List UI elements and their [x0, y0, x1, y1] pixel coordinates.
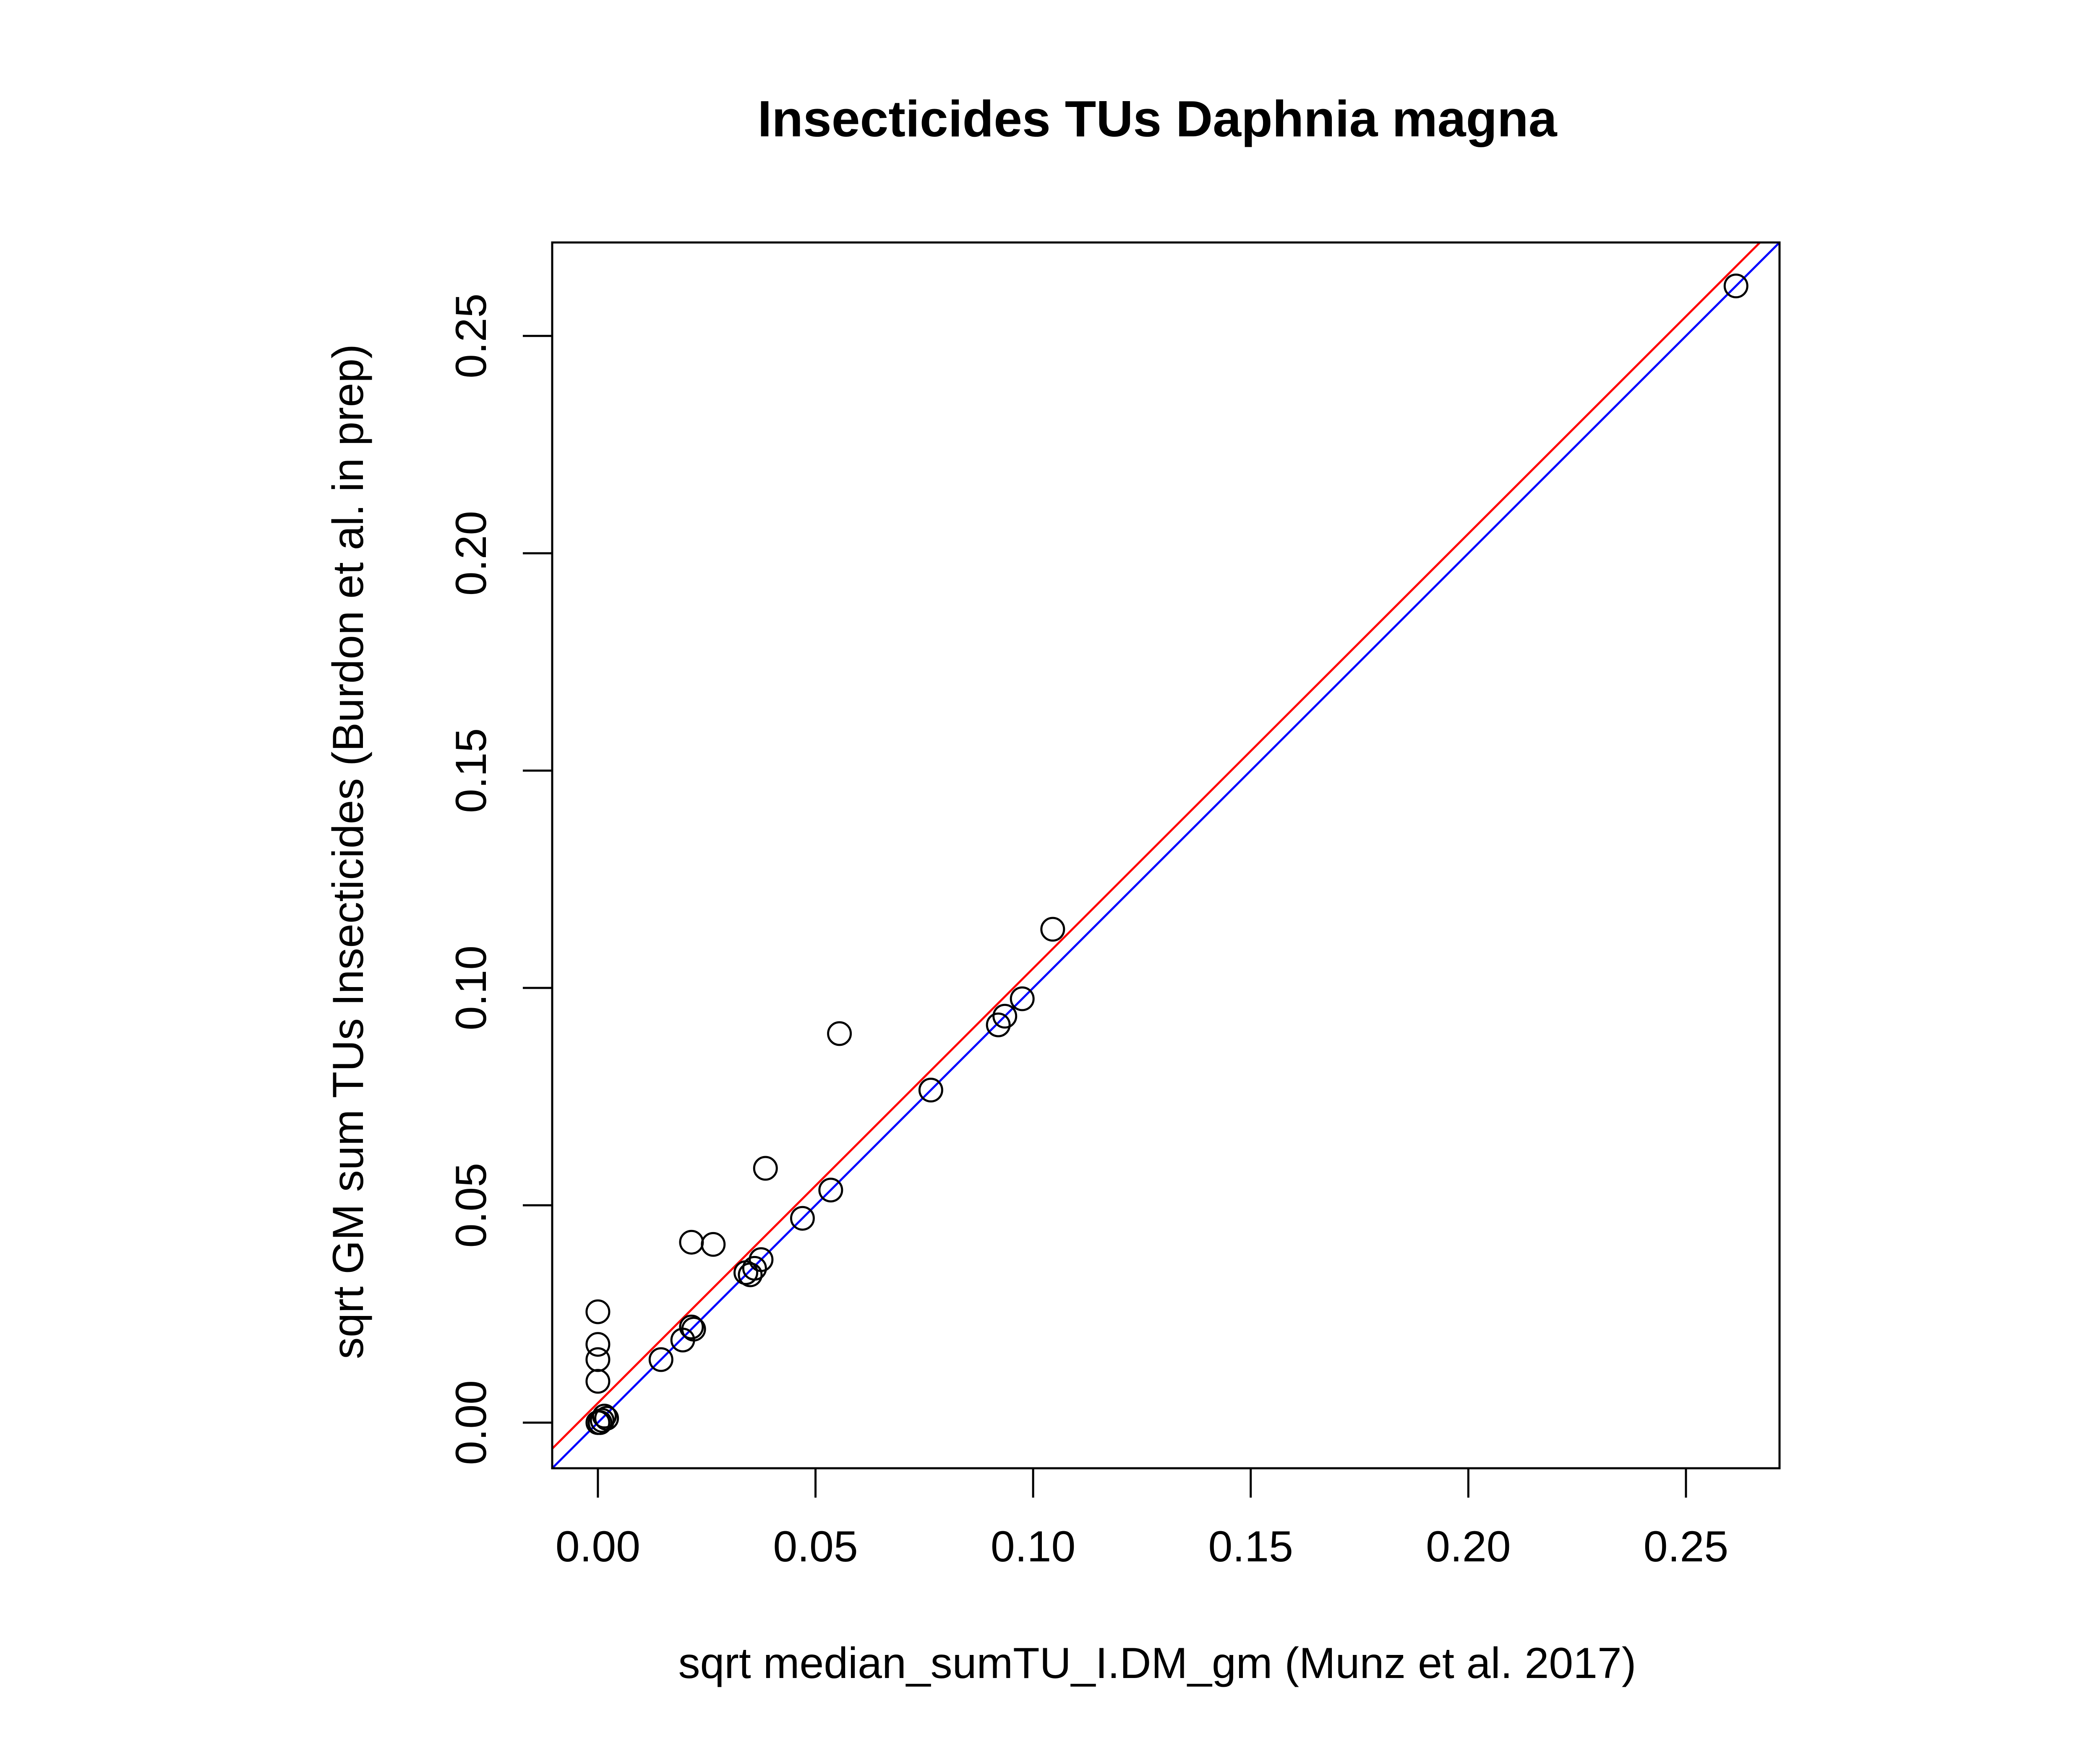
x-axis-label: sqrt median_sumTU_I.DM_gm (Munz et al. 2… [678, 1639, 1636, 1688]
x-tick-label: 0.25 [1644, 1522, 1728, 1571]
data-point [742, 1256, 767, 1281]
x-axis: 0.00 0.05 0.10 0.15 0.20 0.25 [556, 1467, 1728, 1571]
data-point [827, 1021, 852, 1046]
y-axis-label: sqrt GM sum TUs Insecticides (Burdon et … [324, 344, 373, 1359]
data-point [1040, 917, 1065, 942]
data-point [790, 1206, 815, 1231]
data-point [753, 1156, 778, 1181]
y-tick-label: 0.10 [447, 946, 496, 1030]
data-points [585, 274, 1748, 1435]
fit-lines [552, 242, 1780, 1468]
x-tick-label: 0.10 [991, 1522, 1075, 1571]
data-point [585, 1332, 611, 1357]
data-point [681, 1316, 706, 1342]
data-point [986, 1012, 1011, 1037]
y-tick-label: 0.15 [447, 728, 496, 813]
y-tick-label: 0.20 [447, 511, 496, 596]
data-point [749, 1247, 774, 1272]
data-point [585, 1369, 611, 1394]
data-point [918, 1078, 943, 1103]
y-axis: 0.00 0.05 0.10 0.15 0.20 0.25 [447, 294, 553, 1465]
data-point [648, 1347, 673, 1372]
y-tick-label: 0.00 [447, 1380, 496, 1465]
y-tick-label: 0.05 [447, 1163, 496, 1248]
y-tick-label: 0.25 [447, 294, 496, 378]
x-tick-label: 0.15 [1208, 1522, 1293, 1571]
fit-line-1 [552, 242, 1761, 1450]
x-tick-label: 0.20 [1426, 1522, 1511, 1571]
x-tick-label: 0.05 [773, 1522, 858, 1571]
data-point [1010, 986, 1035, 1011]
data-point [585, 1347, 611, 1372]
chart-title: Insecticides TUs Daphnia magna [757, 90, 1557, 147]
data-point [585, 1299, 611, 1324]
data-point [592, 1404, 617, 1429]
data-point [1723, 274, 1748, 299]
x-tick-label: 0.00 [556, 1522, 640, 1571]
fit-line-2 [552, 242, 1780, 1468]
data-point [679, 1230, 704, 1255]
data-point [679, 1314, 704, 1339]
data-point [587, 1410, 613, 1435]
data-point [590, 1408, 615, 1433]
data-point [992, 1003, 1018, 1029]
data-point [594, 1406, 619, 1431]
data-point [818, 1178, 843, 1203]
data-point [701, 1232, 726, 1257]
